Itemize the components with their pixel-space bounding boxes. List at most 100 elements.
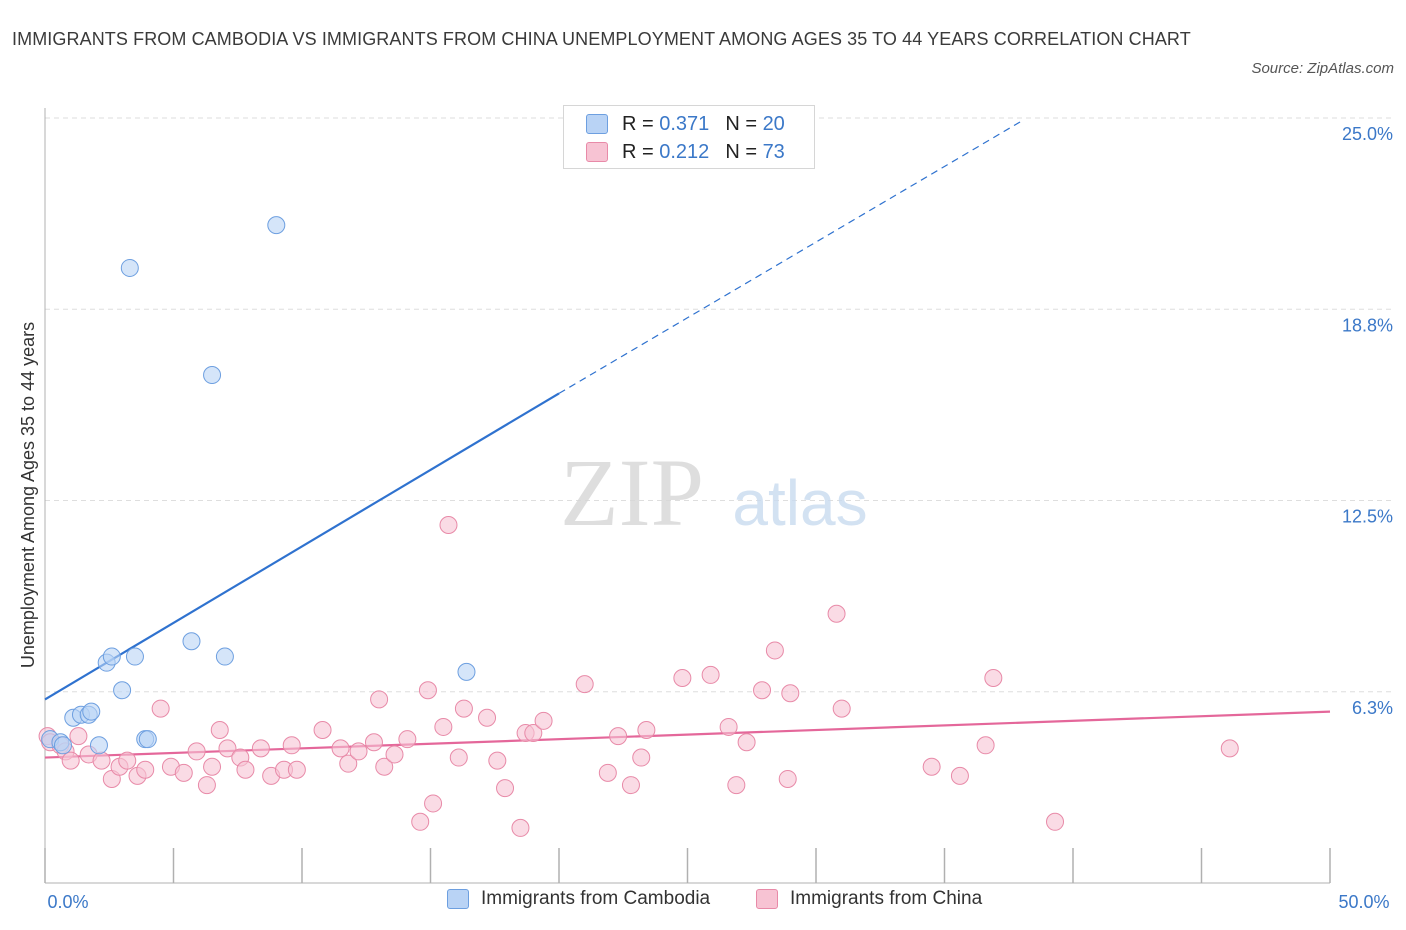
- points-layer: [38, 216, 1239, 837]
- point-china: [524, 724, 543, 743]
- point-china: [488, 751, 507, 770]
- point-china: [364, 733, 383, 752]
- point-cambodia: [215, 647, 234, 666]
- series-label-china: Immigrants from China: [790, 888, 983, 909]
- point-cambodia: [267, 216, 286, 235]
- axes-layer: 6.3% 12.5% 18.8% 25.0%: [44, 108, 1393, 884]
- point-china: [203, 757, 222, 776]
- point-china: [598, 763, 617, 782]
- point-china: [727, 776, 746, 795]
- chart-title: IMMIGRANTS FROM CAMBODIA VS IMMIGRANTS F…: [12, 29, 1191, 49]
- grid-layer: [45, 117, 1395, 693]
- series-legend-cambodia[interactable]: Immigrants from Cambodia: [447, 888, 710, 910]
- point-china: [765, 641, 784, 660]
- point-china: [534, 711, 553, 730]
- legend-n-label: N =: [725, 140, 763, 163]
- point-china: [385, 745, 404, 764]
- legend-swatch-cambodia: [586, 114, 608, 134]
- series-legend-china[interactable]: Immigrants from China: [756, 888, 982, 910]
- point-china: [282, 736, 301, 755]
- point-china: [411, 812, 430, 831]
- point-china: [197, 776, 216, 795]
- point-china: [922, 757, 941, 776]
- point-china: [478, 708, 497, 727]
- x-tick-label-min: 0.0%: [47, 892, 88, 912]
- point-china: [827, 604, 846, 623]
- point-china: [92, 751, 111, 770]
- point-cambodia: [138, 730, 157, 749]
- legend-n-label: N =: [725, 112, 763, 135]
- y-tick-label: 12.5%: [1342, 507, 1393, 527]
- legend-r-label: R =: [622, 112, 660, 135]
- point-china: [778, 769, 797, 788]
- y-tick-label: 18.8%: [1342, 315, 1393, 335]
- point-china: [781, 684, 800, 703]
- y-tick-label: 6.3%: [1352, 698, 1393, 718]
- point-china: [151, 699, 170, 718]
- legend-r-value: 0.371: [659, 112, 710, 135]
- point-china: [1220, 739, 1239, 758]
- legend-r-label: R =: [622, 140, 660, 163]
- point-china: [236, 760, 255, 779]
- point-china: [832, 699, 851, 718]
- series-swatch-china: [756, 889, 778, 909]
- legend-row-china: R = 0.212 N = 73: [586, 138, 785, 166]
- point-china: [218, 739, 237, 758]
- point-china: [632, 748, 651, 767]
- y-tick-label: 25.0%: [1342, 124, 1393, 144]
- point-cambodia: [457, 662, 476, 681]
- point-china: [673, 668, 692, 687]
- point-china: [251, 739, 270, 758]
- source-credit: Source: ZipAtlas.com: [1251, 60, 1394, 77]
- point-cambodia: [113, 681, 132, 700]
- point-china: [69, 727, 88, 746]
- point-cambodia: [182, 632, 201, 651]
- legend-row-cambodia: R = 0.371 N = 20: [586, 110, 785, 138]
- point-china: [1046, 812, 1065, 831]
- watermark-zip: ZIP: [560, 439, 704, 546]
- point-china: [349, 742, 368, 761]
- point-cambodia: [53, 736, 72, 755]
- point-china: [701, 665, 720, 684]
- point-cambodia: [89, 736, 108, 755]
- legend-swatch-china: [586, 142, 608, 162]
- point-china: [621, 776, 640, 795]
- point-china: [637, 721, 656, 739]
- point-cambodia: [203, 366, 222, 385]
- point-china: [424, 794, 443, 813]
- point-cambodia: [102, 647, 121, 666]
- point-china: [118, 751, 137, 770]
- point-china: [398, 730, 417, 749]
- point-china: [418, 681, 437, 700]
- y-axis-title: Unemployment Among Ages 35 to 44 years: [18, 322, 38, 668]
- point-china: [737, 733, 756, 752]
- point-china: [950, 766, 969, 785]
- point-china: [496, 779, 515, 798]
- point-china: [136, 760, 155, 779]
- point-china: [210, 721, 229, 739]
- legend-r-value: 0.212: [659, 140, 710, 163]
- point-china: [511, 818, 530, 837]
- point-cambodia: [82, 702, 101, 721]
- watermark-atlas: atlas: [732, 467, 867, 539]
- point-china: [609, 727, 628, 746]
- watermark: ZIP atlas: [560, 439, 868, 546]
- point-china: [575, 675, 594, 694]
- point-china: [454, 699, 473, 718]
- series-label-cambodia: Immigrants from Cambodia: [481, 888, 711, 909]
- legend-n-value: 73: [762, 140, 785, 163]
- point-china: [753, 681, 772, 700]
- series-swatch-cambodia: [447, 889, 469, 909]
- trend-line-cambodia-extrapolated: [558, 120, 1022, 394]
- series-legend: Immigrants from Cambodia Immigrants from…: [0, 888, 1406, 916]
- point-china: [339, 754, 358, 773]
- point-china: [174, 763, 193, 782]
- point-china: [287, 760, 306, 779]
- point-china: [439, 515, 458, 534]
- point-cambodia: [125, 647, 144, 666]
- point-china: [719, 717, 738, 736]
- point-china: [449, 748, 468, 767]
- x-tick-label-max: 50.0%: [1338, 892, 1389, 912]
- point-china: [976, 736, 995, 755]
